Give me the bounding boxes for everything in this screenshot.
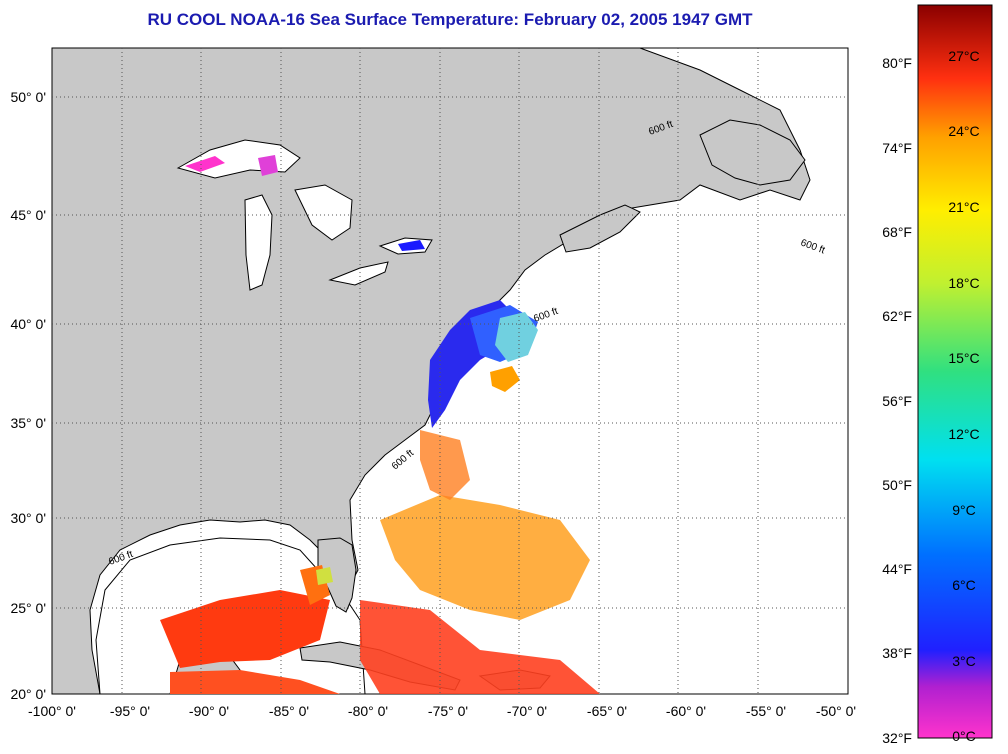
- fahrenheit-label: 38°F: [882, 645, 912, 661]
- lake-michigan: [244, 194, 273, 291]
- land-newfoundland: [699, 119, 806, 186]
- celsius-label: 24°C: [948, 123, 979, 139]
- fahrenheit-label: 50°F: [882, 477, 912, 493]
- lon-label: -90° 0': [189, 703, 229, 719]
- lat-label: 40° 0': [10, 316, 46, 332]
- fahrenheit-label: 80°F: [882, 55, 912, 71]
- celsius-label: 6°C: [952, 577, 976, 593]
- lat-label: 50° 0': [10, 89, 46, 105]
- lon-label: -65° 0': [587, 703, 627, 719]
- lon-label: -55° 0': [746, 703, 786, 719]
- lat-label: 25° 0': [10, 600, 46, 616]
- celsius-label: 15°C: [948, 350, 979, 366]
- fahrenheit-label: 56°F: [882, 393, 912, 409]
- celsius-labels: 27°C 24°C 21°C 18°C 15°C 12°C 9°C 6°C 3°…: [948, 48, 979, 744]
- lat-label: 45° 0': [10, 207, 46, 223]
- fahrenheit-label: 74°F: [882, 140, 912, 156]
- lake-huron: [294, 184, 353, 241]
- latitude-labels: 50° 0' 45° 0' 40° 0' 35° 0' 30° 0' 25° 0…: [10, 89, 46, 702]
- lon-label: -95° 0': [110, 703, 150, 719]
- fahrenheit-label: 68°F: [882, 224, 912, 240]
- lat-label: 30° 0': [10, 510, 46, 526]
- lon-label: -60° 0': [666, 703, 706, 719]
- lon-label: -70° 0': [507, 703, 547, 719]
- lon-label: -50° 0': [816, 703, 856, 719]
- lat-label: 20° 0': [10, 686, 46, 702]
- celsius-label: 27°C: [948, 48, 979, 64]
- lon-label: -100° 0': [28, 703, 76, 719]
- fahrenheit-label: 62°F: [882, 308, 912, 324]
- celsius-label: 0°C: [952, 728, 976, 744]
- lat-label: 35° 0': [10, 415, 46, 431]
- lake-erie: [328, 261, 389, 286]
- fahrenheit-labels: 80°F 74°F 68°F 62°F 56°F 50°F 44°F 38°F …: [882, 55, 912, 746]
- sst-overlay: [160, 155, 600, 694]
- celsius-label: 12°C: [948, 426, 979, 442]
- celsius-label: 18°C: [948, 275, 979, 291]
- celsius-label: 9°C: [952, 502, 976, 518]
- fahrenheit-label: 32°F: [882, 730, 912, 746]
- land-nova-scotia: [559, 204, 641, 253]
- longitude-labels: -100° 0' -95° 0' -90° 0' -85° 0' -80° 0'…: [28, 703, 856, 719]
- celsius-label: 3°C: [952, 653, 976, 669]
- map-title: RU COOL NOAA-16 Sea Surface Temperature:…: [147, 10, 753, 29]
- lon-label: -80° 0': [348, 703, 388, 719]
- lon-label: -85° 0': [269, 703, 309, 719]
- fahrenheit-label: 44°F: [882, 561, 912, 577]
- graticule: [52, 48, 848, 694]
- lon-label: -75° 0': [428, 703, 468, 719]
- temperature-colorbar: [917, 4, 993, 739]
- celsius-label: 21°C: [948, 199, 979, 215]
